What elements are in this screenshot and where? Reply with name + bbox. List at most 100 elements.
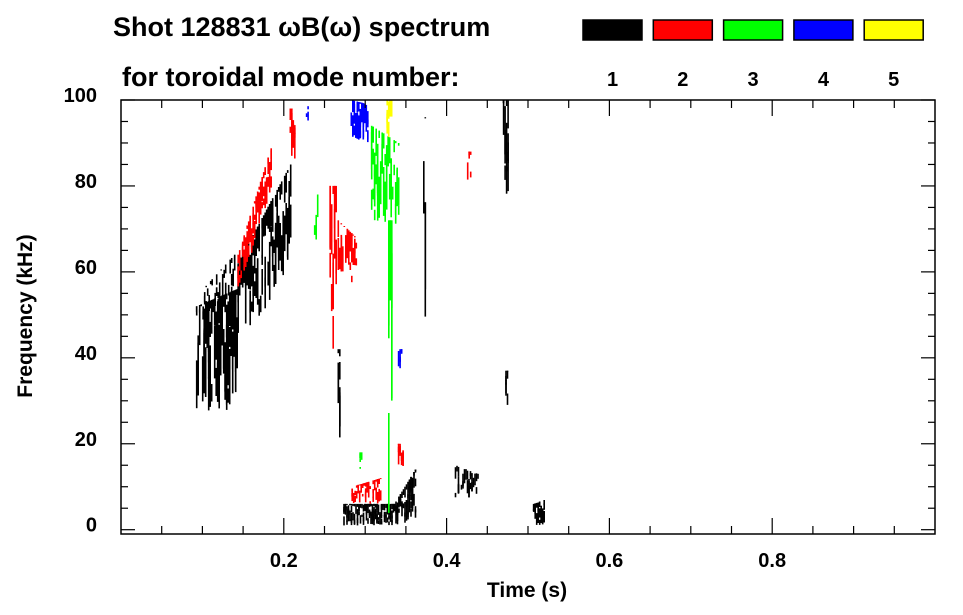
spectrum-mark-mode-1 (249, 254, 251, 290)
spectrum-mark-mode-1 (374, 503, 377, 508)
spectrum-mark-mode-3 (378, 192, 380, 218)
spectrum-mark-mode-3 (360, 455, 363, 460)
spectrum-mark-mode-2 (237, 277, 239, 287)
spectrum-mark-mode-1 (543, 500, 545, 505)
spectrum-mark-mode-1 (265, 209, 268, 226)
spectrum-mark-mode-1 (224, 294, 226, 313)
spectrum-mark-mode-2 (372, 489, 374, 494)
spectrum-mark-mode-3 (385, 195, 388, 210)
spectrum-mark-mode-1 (258, 223, 260, 252)
spectrum-mark-mode-1 (402, 503, 405, 509)
spectrum-mark-mode-1 (505, 100, 508, 106)
spectrum-mark-mode-2 (261, 178, 263, 202)
spectrum-mark-mode-1 (344, 505, 347, 515)
spectrum-mark-mode-2 (243, 264, 245, 271)
spectrum-mark-mode-1 (346, 506, 348, 518)
spectrum-mark-mode-1 (227, 307, 229, 363)
spectrum-mark-mode-1 (211, 279, 213, 286)
spectrum-mark-mode-3 (394, 203, 397, 224)
spectrum-mark-mode-2 (375, 487, 377, 500)
spectrum-mark-mode-1 (339, 349, 341, 357)
x-axis-label: Time (s) (487, 579, 567, 602)
spectrum-mark-mode-2 (348, 230, 350, 257)
spectrum-mark-mode-1 (391, 503, 393, 509)
spectrum-mark-mode-2 (373, 480, 376, 491)
spectrum-mark-mode-2 (258, 192, 260, 212)
y-tick-label: 60 (75, 257, 97, 279)
spectrum-mark-mode-1 (234, 324, 237, 372)
spectrum-mark-mode-1 (241, 254, 244, 281)
spectrum-mark-mode-1 (232, 268, 234, 287)
spectrum-mark-mode-1 (216, 376, 219, 394)
spectrum-mark-mode-1 (208, 301, 210, 311)
legend-label-mode-4: 4 (818, 69, 830, 91)
spectrum-mark-mode-1 (262, 215, 265, 237)
spectrum-mark-mode-2 (256, 191, 259, 193)
spectrum-mark-mode-1 (395, 510, 397, 524)
spectrum-mark-mode-3 (372, 188, 374, 200)
spectrum-mark-mode-2 (351, 247, 353, 263)
legend-swatch-mode-5 (863, 19, 924, 41)
spectrum-mark-mode-1 (367, 503, 369, 505)
spectrum-mark-mode-1 (424, 202, 427, 290)
spectrum-mark-mode-1 (404, 512, 406, 517)
spectrum-mark-mode-3 (316, 194, 319, 218)
spectrum-mark-mode-1 (356, 509, 359, 516)
spectrum-mark-mode-1 (222, 294, 225, 307)
spectrum-mark-mode-1 (209, 345, 211, 395)
spectrum-mark-mode-1 (534, 508, 536, 519)
spectrum-mark-mode-2 (357, 484, 359, 489)
spectrum-mark-mode-1 (286, 170, 289, 173)
spectrum-mark-mode-1 (457, 466, 460, 477)
spectrum-mark-mode-1 (389, 503, 392, 513)
spectrum-mark-mode-2 (267, 157, 269, 164)
spectrum-mark-mode-1 (463, 469, 466, 484)
spectrum-mark-mode-1 (223, 269, 225, 278)
spectrum-mark-mode-2 (337, 220, 340, 237)
spectrum-mark-mode-2 (243, 250, 245, 263)
spectrum-mark-mode-2 (376, 479, 379, 488)
spectrum-mark-mode-1 (224, 375, 226, 400)
spectrum-mark-mode-1 (228, 380, 231, 405)
spectrum-mark-mode-1 (538, 519, 541, 525)
y-axis-label: Frequency (kHz) (14, 234, 37, 397)
spectrum-mark-mode-1 (396, 504, 399, 515)
spectrum-mark-mode-3 (376, 182, 379, 221)
spectrum-mark-mode-1 (391, 515, 393, 523)
spectrum-mark-mode-1 (405, 484, 408, 490)
spectrum-mark-mode-1 (285, 172, 287, 193)
spectrum-mark-mode-1 (261, 269, 263, 295)
spectrum-mark-mode-5 (389, 103, 391, 113)
spectrum-mark-mode-1 (225, 359, 228, 405)
spectrum-mark-mode-1 (410, 476, 412, 492)
spectrum-mark-mode-1 (367, 518, 369, 524)
spectrum-mark-mode-1 (507, 142, 509, 164)
spectrum-mark-mode-2 (244, 242, 247, 264)
spectrum-mark-mode-3 (390, 175, 392, 218)
spectrum-mark-mode-1 (207, 315, 210, 363)
spectrum-mark-mode-1 (537, 513, 539, 523)
spectrum-mark-mode-1 (208, 295, 210, 306)
spectrum-mark-mode-2 (402, 452, 404, 466)
spectrum-mark-mode-1 (404, 486, 406, 498)
spectrum-mark-mode-1 (537, 508, 539, 516)
spectrum-mark-mode-1 (221, 323, 223, 346)
spectrum-mark-mode-2 (355, 258, 358, 266)
spectrum-mark-mode-2 (358, 490, 361, 500)
spectrum-mark-mode-1 (273, 239, 275, 253)
spectrum-mark-mode-1 (246, 269, 248, 280)
spectrum-mark-mode-2 (244, 237, 247, 254)
spectrum-mark-mode-3 (390, 158, 392, 193)
spectrum-mark-mode-1 (285, 203, 287, 229)
spectrum-mark-mode-1 (538, 501, 541, 508)
spectrum-mark-mode-2 (247, 232, 250, 245)
spectrum-mark-mode-1 (255, 268, 257, 298)
spectrum-mark-mode-4 (359, 120, 362, 139)
spectrum-mark-mode-1 (227, 388, 229, 403)
x-tick-label: 0.6 (595, 550, 623, 572)
spectrum-mark-mode-1 (410, 508, 412, 517)
spectrum-mark-mode-1 (271, 198, 274, 200)
spectrum-mark-mode-2 (294, 127, 296, 134)
plot-frame (120, 99, 936, 535)
spectrum-mark-mode-3 (373, 209, 376, 221)
